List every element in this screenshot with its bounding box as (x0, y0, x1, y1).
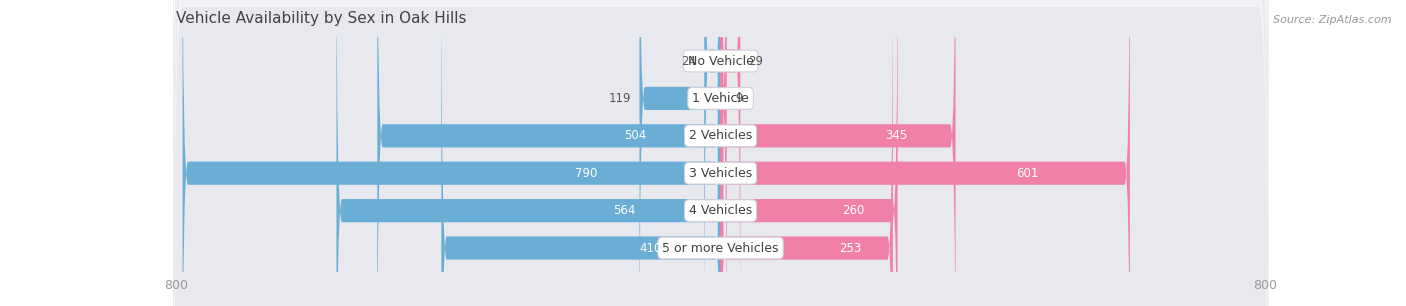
Text: 3 Vehicles: 3 Vehicles (689, 167, 752, 180)
FancyBboxPatch shape (173, 0, 1268, 306)
FancyBboxPatch shape (173, 0, 1268, 306)
Text: 504: 504 (624, 129, 645, 142)
FancyBboxPatch shape (173, 0, 1268, 306)
Text: 410: 410 (640, 241, 662, 255)
FancyBboxPatch shape (721, 0, 956, 306)
FancyBboxPatch shape (336, 0, 721, 306)
Text: 4 Vehicles: 4 Vehicles (689, 204, 752, 217)
Text: 790: 790 (575, 167, 598, 180)
FancyBboxPatch shape (441, 0, 721, 306)
Text: 601: 601 (1017, 167, 1039, 180)
FancyBboxPatch shape (173, 0, 1268, 306)
Text: 9: 9 (735, 92, 742, 105)
FancyBboxPatch shape (377, 0, 721, 306)
FancyBboxPatch shape (173, 0, 1268, 306)
Text: 564: 564 (613, 204, 636, 217)
Text: 29: 29 (748, 54, 763, 68)
Text: 1 Vehicle: 1 Vehicle (692, 92, 749, 105)
FancyBboxPatch shape (183, 0, 721, 306)
Text: 5 or more Vehicles: 5 or more Vehicles (662, 241, 779, 255)
Text: Source: ZipAtlas.com: Source: ZipAtlas.com (1274, 15, 1392, 25)
FancyBboxPatch shape (721, 0, 727, 306)
FancyBboxPatch shape (704, 0, 721, 306)
Text: 345: 345 (886, 129, 908, 142)
FancyBboxPatch shape (173, 0, 1268, 306)
Text: 260: 260 (842, 204, 865, 217)
FancyBboxPatch shape (721, 0, 1130, 306)
Text: Vehicle Availability by Sex in Oak Hills: Vehicle Availability by Sex in Oak Hills (176, 11, 467, 26)
FancyBboxPatch shape (721, 0, 893, 306)
FancyBboxPatch shape (721, 0, 741, 306)
FancyBboxPatch shape (640, 0, 721, 306)
Text: 119: 119 (609, 92, 631, 105)
Text: 253: 253 (838, 241, 860, 255)
Text: 24: 24 (681, 54, 696, 68)
Text: 2 Vehicles: 2 Vehicles (689, 129, 752, 142)
FancyBboxPatch shape (721, 0, 897, 306)
Text: No Vehicle: No Vehicle (688, 54, 754, 68)
